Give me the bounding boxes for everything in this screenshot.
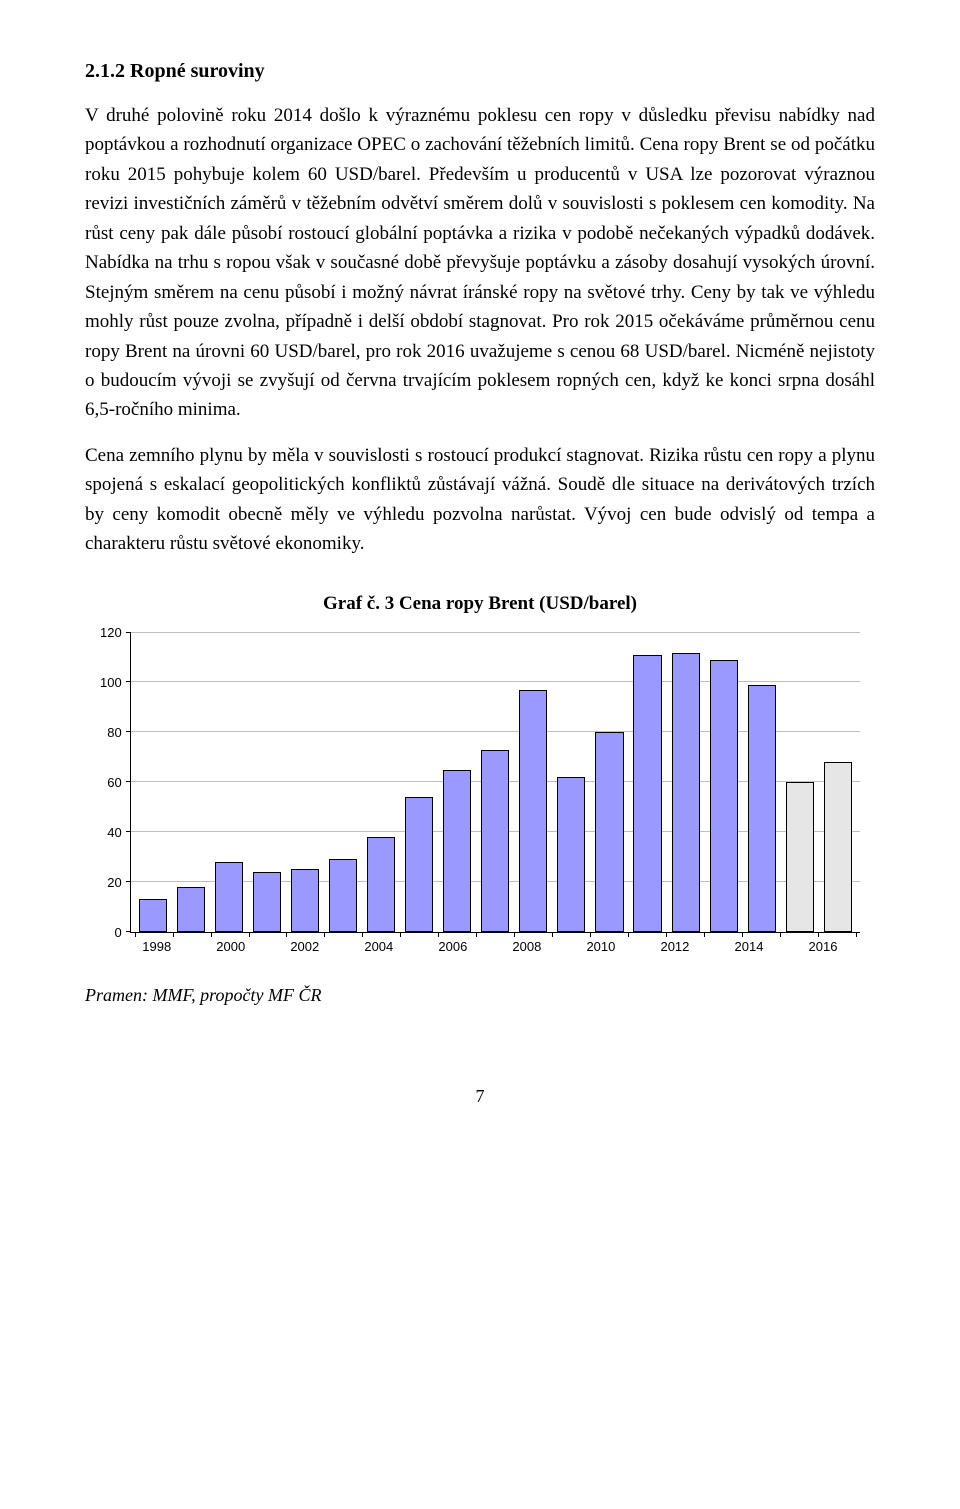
chart-bar [177,887,205,932]
chart-bar-slot [211,633,247,932]
chart-bar-slot [820,633,856,932]
chart-x-tick-label: 2016 [786,939,860,954]
chart-x-tick [135,932,136,937]
body-paragraph: Cena zemního plynu by měla v souvislosti… [85,441,875,559]
chart-bar-slot [173,633,209,932]
chart-x-tick-label: 2012 [638,939,712,954]
chart-x-tick [514,932,515,937]
chart-bar [481,750,509,932]
chart-bar-slot [515,633,551,932]
chart-bar [824,762,852,931]
chart-x-tick [211,932,212,937]
chart-bar-slot [439,633,475,932]
chart-y-tick [126,931,131,932]
chart-bar [291,869,319,931]
chart-x-tick-label: 1998 [120,939,194,954]
chart-bar-slot [287,633,323,932]
chart-bar-slot [325,633,361,932]
chart-bar [329,859,357,931]
chart-x-tick-label: 2000 [194,939,268,954]
chart-x-tick [818,932,819,937]
chart-x-tick [438,932,439,937]
chart-bar-slot [706,633,742,932]
chart-y-tick [126,632,131,633]
chart-x-tick [704,932,705,937]
chart-y-tick [126,881,131,882]
chart-x-tick [173,932,174,937]
body-paragraph: V druhé polovině roku 2014 došlo k výraz… [85,101,875,425]
chart-bar-slot [363,633,399,932]
chart-x-tick-label: 2002 [268,939,342,954]
chart-bar [786,782,814,932]
section-heading: 2.1.2 Ropné suroviny [85,60,875,83]
chart-bar [367,837,395,932]
chart-x-tick [666,932,667,937]
chart-x-tick [628,932,629,937]
chart-bar-slot [782,633,818,932]
chart-x-tick [856,932,857,937]
chart-x-tick [249,932,250,937]
chart-bar [139,899,167,931]
chart-x-tick-label: 2008 [490,939,564,954]
chart-x-tick [476,932,477,937]
brent-price-chart: 120100806040200 199820002002200420062008… [100,633,860,973]
chart-bar [710,660,738,932]
chart-bar-slot [591,633,627,932]
chart-x-tick [286,932,287,937]
chart-bar [215,862,243,932]
chart-bar-slot [477,633,513,932]
chart-bar [443,770,471,932]
chart-y-axis: 120100806040200 [100,633,130,933]
chart-y-tick [126,831,131,832]
chart-x-tick [742,932,743,937]
chart-bar-slot [668,633,704,932]
chart-bar-slot [553,633,589,932]
chart-bar [672,653,700,932]
chart-y-tick [126,681,131,682]
chart-bar [595,732,623,931]
chart-bar-slot [630,633,666,932]
chart-x-tick [780,932,781,937]
chart-bar-slot [744,633,780,932]
chart-x-tick [400,932,401,937]
page-number: 7 [85,1086,875,1107]
chart-bar [748,685,776,932]
chart-bar [519,690,547,932]
chart-bar-slot [135,633,171,932]
chart-bar [633,655,661,932]
chart-x-tick [590,932,591,937]
chart-title: Graf č. 3 Cena ropy Brent (USD/barel) [85,593,875,615]
chart-plot-area [130,633,860,933]
chart-bar [253,872,281,932]
chart-x-tick [552,932,553,937]
chart-x-tick-label: 2010 [564,939,638,954]
chart-x-tick-label: 2014 [712,939,786,954]
chart-x-tick [362,932,363,937]
chart-x-tick-label: 2006 [416,939,490,954]
chart-y-tick [126,781,131,782]
chart-x-axis: 1998200020022004200620082010201220142016 [116,939,860,954]
chart-bar-slot [401,633,437,932]
chart-source: Pramen: MMF, propočty MF ČR [85,985,875,1006]
chart-x-tick [324,932,325,937]
chart-y-tick [126,731,131,732]
chart-x-tick-label: 2004 [342,939,416,954]
chart-bar [405,797,433,932]
chart-bar [557,777,585,931]
chart-bar-slot [249,633,285,932]
